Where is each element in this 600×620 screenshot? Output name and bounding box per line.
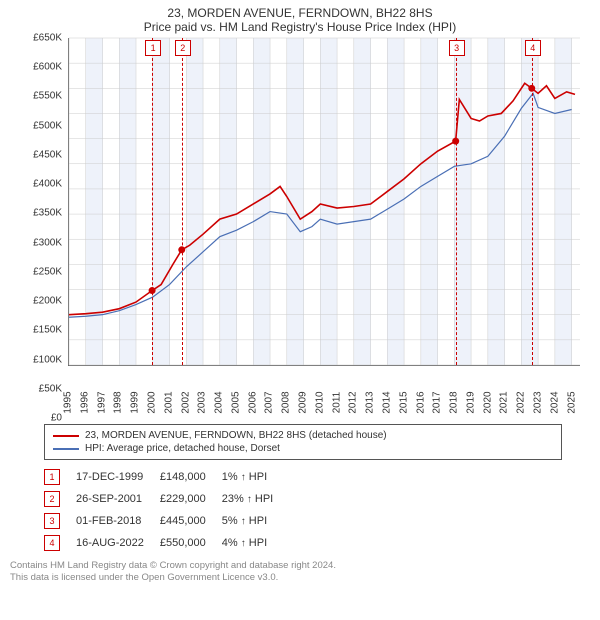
x-axis-labels: 1995199619971998199920002001200220032004… — [68, 366, 580, 418]
chart-title: 23, MORDEN AVENUE, FERNDOWN, BH22 8HS — [6, 6, 594, 20]
x-tick-label: 2010 — [314, 391, 325, 413]
x-tick-label: 2016 — [415, 391, 426, 413]
y-tick-label: £50K — [20, 383, 62, 394]
transaction-row: 2 26-SEP-2001£229,00023% ↑ HPI — [44, 488, 289, 510]
sale-marker-line: 3 — [456, 38, 457, 365]
transaction-delta: 5% ↑ HPI — [222, 510, 289, 532]
x-tick-label: 2019 — [465, 391, 476, 413]
transaction-marker: 1 — [44, 469, 60, 485]
legend-label: 23, MORDEN AVENUE, FERNDOWN, BH22 8HS (d… — [85, 430, 387, 441]
sale-marker-line: 4 — [532, 38, 533, 365]
x-tick-label: 2021 — [499, 391, 510, 413]
legend-swatch — [53, 435, 79, 437]
x-tick-label: 2007 — [264, 391, 275, 413]
x-tick-label: 2014 — [381, 391, 392, 413]
transaction-date: 17-DEC-1999 — [76, 466, 160, 488]
x-tick-label: 2003 — [197, 391, 208, 413]
x-tick-label: 1996 — [79, 391, 90, 413]
x-tick-label: 2006 — [247, 391, 258, 413]
y-tick-label: £100K — [20, 354, 62, 365]
transaction-marker: 4 — [44, 535, 60, 551]
transaction-marker: 2 — [44, 491, 60, 507]
y-tick-label: £250K — [20, 266, 62, 277]
legend-box: 23, MORDEN AVENUE, FERNDOWN, BH22 8HS (d… — [44, 424, 562, 460]
y-tick-label: £150K — [20, 325, 62, 336]
y-tick-label: £300K — [20, 237, 62, 248]
transaction-marker: 3 — [44, 513, 60, 529]
sale-marker-number: 2 — [175, 40, 191, 56]
arrow-up-icon: ↑ — [241, 516, 246, 527]
transaction-date: 16-AUG-2022 — [76, 532, 160, 554]
transaction-date: 26-SEP-2001 — [76, 488, 160, 510]
x-tick-label: 2020 — [482, 391, 493, 413]
x-tick-label: 2015 — [398, 391, 409, 413]
legend-row: HPI: Average price, detached house, Dors… — [53, 442, 553, 455]
x-tick-label: 2012 — [348, 391, 359, 413]
y-tick-label: £550K — [20, 91, 62, 102]
x-tick-label: 1999 — [130, 391, 141, 413]
y-tick-label: £650K — [20, 33, 62, 44]
chart-subtitle: Price paid vs. HM Land Registry's House … — [6, 20, 594, 34]
y-axis-labels: £0£50K£100K£150K£200K£250K£300K£350K£400… — [20, 38, 64, 418]
x-tick-label: 2025 — [566, 391, 577, 413]
transaction-delta: 1% ↑ HPI — [222, 466, 289, 488]
arrow-up-icon: ↑ — [241, 538, 246, 549]
chart-title-block: 23, MORDEN AVENUE, FERNDOWN, BH22 8HS Pr… — [6, 6, 594, 34]
x-tick-label: 2011 — [331, 392, 342, 414]
x-tick-label: 1998 — [113, 391, 124, 413]
x-tick-label: 2008 — [281, 391, 292, 413]
sale-marker-number: 4 — [525, 40, 541, 56]
sale-marker-line: 2 — [182, 38, 183, 365]
transaction-price: £550,000 — [160, 532, 222, 554]
transaction-delta: 23% ↑ HPI — [222, 488, 289, 510]
x-tick-label: 2005 — [230, 391, 241, 413]
chart-area: £0£50K£100K£150K£200K£250K£300K£350K£400… — [20, 38, 580, 418]
transaction-date: 01-FEB-2018 — [76, 510, 160, 532]
sale-marker-number: 3 — [449, 40, 465, 56]
arrow-up-icon: ↑ — [241, 472, 246, 483]
transaction-row: 3 01-FEB-2018£445,0005% ↑ HPI — [44, 510, 289, 532]
x-tick-label: 2022 — [516, 391, 527, 413]
transaction-delta: 4% ↑ HPI — [222, 532, 289, 554]
footer-attribution: Contains HM Land Registry data © Crown c… — [10, 560, 594, 585]
plot-area: 1234 — [68, 38, 580, 366]
chart-svg — [69, 38, 580, 365]
y-tick-label: £0 — [20, 413, 62, 424]
x-tick-label: 1995 — [63, 391, 74, 413]
arrow-up-icon: ↑ — [247, 494, 252, 505]
x-tick-label: 2002 — [180, 391, 191, 413]
legend-row: 23, MORDEN AVENUE, FERNDOWN, BH22 8HS (d… — [53, 429, 553, 442]
y-tick-label: £600K — [20, 62, 62, 73]
legend-swatch — [53, 448, 79, 450]
footer-line-1: Contains HM Land Registry data © Crown c… — [10, 560, 594, 572]
x-tick-label: 2017 — [432, 391, 443, 413]
x-tick-label: 2001 — [163, 391, 174, 413]
x-tick-label: 2009 — [298, 391, 309, 413]
x-tick-label: 2013 — [365, 391, 376, 413]
y-tick-label: £450K — [20, 149, 62, 160]
legend-label: HPI: Average price, detached house, Dors… — [85, 443, 280, 454]
transaction-price: £445,000 — [160, 510, 222, 532]
transaction-price: £148,000 — [160, 466, 222, 488]
x-tick-label: 2004 — [214, 391, 225, 413]
transaction-row: 4 16-AUG-2022£550,0004% ↑ HPI — [44, 532, 289, 554]
x-tick-label: 1997 — [96, 391, 107, 413]
x-tick-label: 2024 — [549, 391, 560, 413]
x-tick-label: 2023 — [533, 391, 544, 413]
sale-marker-line: 1 — [152, 38, 153, 365]
y-tick-label: £350K — [20, 208, 62, 219]
transaction-row: 1 17-DEC-1999£148,0001% ↑ HPI — [44, 466, 289, 488]
x-tick-label: 2018 — [449, 391, 460, 413]
footer-line-2: This data is licensed under the Open Gov… — [10, 572, 594, 584]
sale-marker-number: 1 — [145, 40, 161, 56]
transaction-price: £229,000 — [160, 488, 222, 510]
transactions-table: 1 17-DEC-1999£148,0001% ↑ HPI 2 26-SEP-2001… — [44, 466, 289, 554]
x-tick-label: 2000 — [146, 391, 157, 413]
y-tick-label: £500K — [20, 120, 62, 131]
y-tick-label: £400K — [20, 179, 62, 190]
y-tick-label: £200K — [20, 296, 62, 307]
